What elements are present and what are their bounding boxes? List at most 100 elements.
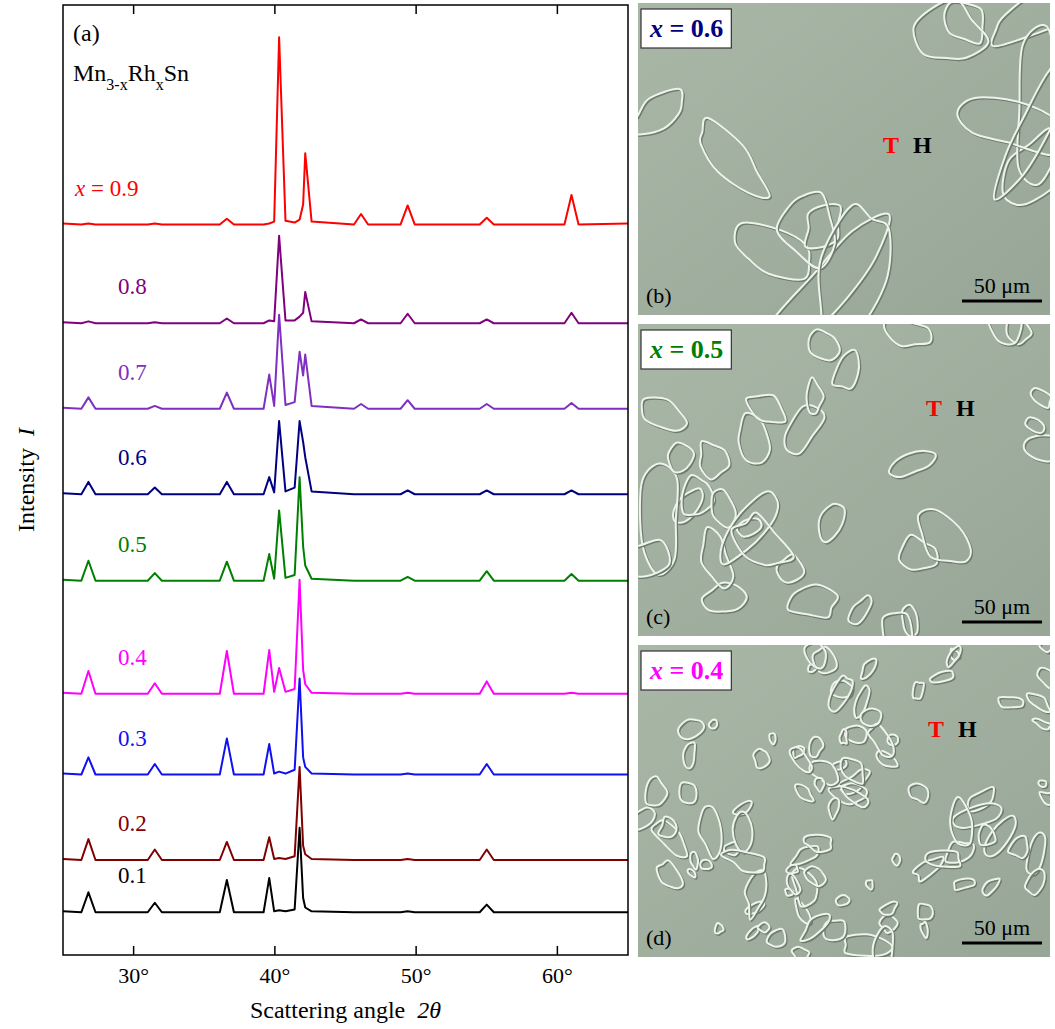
x-tick-label: 30° [118,963,149,988]
text-part: Intensity [13,436,39,532]
composition-label: x = 0.5 [649,335,723,364]
x-tick [133,946,135,955]
domain-wall [828,798,839,820]
domain-wall [920,922,927,938]
domain-wall [795,784,814,801]
domain-wall [861,659,877,679]
domain-wall [638,807,655,830]
domain-wall [998,697,1023,708]
domain-shadow [786,406,826,455]
scale-bar [962,942,1042,945]
domain-wall [1025,417,1044,433]
text-part: x [649,656,663,685]
domain-wall [954,878,975,890]
series-label: 0.6 [118,445,147,470]
text-part: 2θ [417,997,441,1023]
xrd-pattern [63,421,628,494]
x-tick-top [415,5,417,14]
text-part: = 0.6 [663,14,723,43]
domain-wall [930,671,954,683]
series-label: 0.3 [118,726,147,751]
domain-wall [757,922,769,932]
domain-wall [700,441,730,480]
composition-label: x = 0.4 [649,656,723,685]
domain-wall [925,850,960,867]
domain-wall [790,846,818,865]
domain-wall [908,783,928,803]
series-label: x = 0.9 [74,176,138,201]
micrograph-panel: x = 0.6TH(b)50 μm [625,0,1055,345]
micrograph-panel: x = 0.4TH(d)50 μm [625,641,1055,969]
domain-wall [947,646,961,667]
domain-wall [988,324,1022,345]
domain-marker: H [958,716,977,742]
xrd-pattern [63,580,628,694]
domain-wall [839,729,846,744]
text-part: x [156,76,164,93]
domain-wall [879,902,897,915]
x-tick [415,946,417,955]
domain-wall [861,709,882,726]
domain-wall [848,595,871,624]
label-box [641,651,731,690]
domain-wall [918,904,933,920]
label-box [641,330,731,369]
domain-wall [658,817,676,838]
domain-wall [913,3,988,59]
domain-wall [711,489,735,528]
domain-wall [735,223,810,280]
text-part: I [13,427,39,437]
domain-shadow [736,224,811,281]
domain-wall [702,583,747,612]
domain-wall [953,803,1002,828]
domain-wall [1027,693,1050,712]
domain-wall [944,3,983,44]
domain-wall [809,737,823,758]
curves [63,37,628,912]
domain-wall [841,758,864,784]
domain-wall [701,527,733,588]
domain-wall [979,825,996,846]
domain-wall [733,812,753,853]
scale-bar [962,300,1042,303]
domain-shadow [683,476,715,516]
domain-wall [1039,645,1050,652]
domain-wall [808,329,839,360]
domain-wall [683,742,695,768]
panel-label: (c) [646,604,670,629]
domain-shadow [919,510,972,563]
domain-wall [795,899,811,924]
domain-wall [918,509,971,562]
text-part: Sn [164,60,189,86]
domain-wall [745,870,767,920]
x-tick [274,946,276,955]
domain-wall [804,835,832,852]
domain-wall [804,645,826,668]
series-label: 0.7 [118,360,147,385]
domain-wall [884,324,932,346]
micrograph-panel: x = 0.5TH(c)50 μm [610,303,1055,659]
text-part: = 0.9 [85,176,138,201]
text-part: Rh [128,60,156,86]
label-box [641,9,731,48]
domain-shadow [701,119,771,199]
series-label: 0.5 [118,532,147,557]
domain-wall [715,923,724,934]
domain-wall [1037,668,1050,689]
domain-marker: T [928,716,944,742]
domain-wall [753,749,770,768]
plot-frame [63,5,628,955]
series-label: 0.4 [118,645,147,670]
scale-bar-label: 50 μm [974,594,1030,619]
x-tick [557,946,559,955]
domain-wall [640,463,678,574]
domain-wall [786,865,798,874]
scale-bar [962,621,1042,624]
micrograph-background [638,3,1050,315]
domain-wall [638,89,683,135]
domain-wall [841,787,868,808]
series-label: 0.8 [118,274,147,299]
domain-wall [950,797,972,845]
domain-shadow [647,778,669,807]
domain-wall [709,720,717,729]
